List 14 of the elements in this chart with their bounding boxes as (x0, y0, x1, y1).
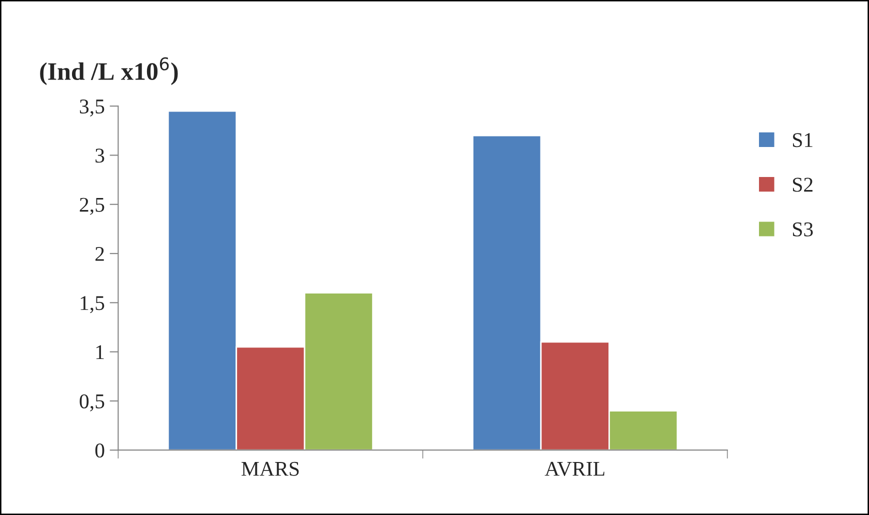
x-tick-label: MARS (242, 462, 299, 476)
legend-label: S3 (793, 222, 813, 236)
y-tick-label: 1 (96, 345, 104, 360)
y-tick-label: 3,5 (80, 100, 104, 117)
legend-label: S1 (793, 133, 812, 148)
y-tick-label: 1,5 (80, 296, 104, 314)
y-tick-label: 2,5 (80, 198, 104, 215)
y-axis-title: (Ind /L x10$^{6}$) (40, 57, 178, 86)
y-tick-label: 2 (95, 246, 104, 261)
y-tick-label: 3 (96, 148, 104, 163)
legend-label: S2 (793, 178, 812, 192)
y-tick-label: 0,5 (80, 394, 104, 412)
x-tick-label: AVRIL (544, 462, 604, 476)
y-tick-label: 0 (95, 443, 104, 458)
